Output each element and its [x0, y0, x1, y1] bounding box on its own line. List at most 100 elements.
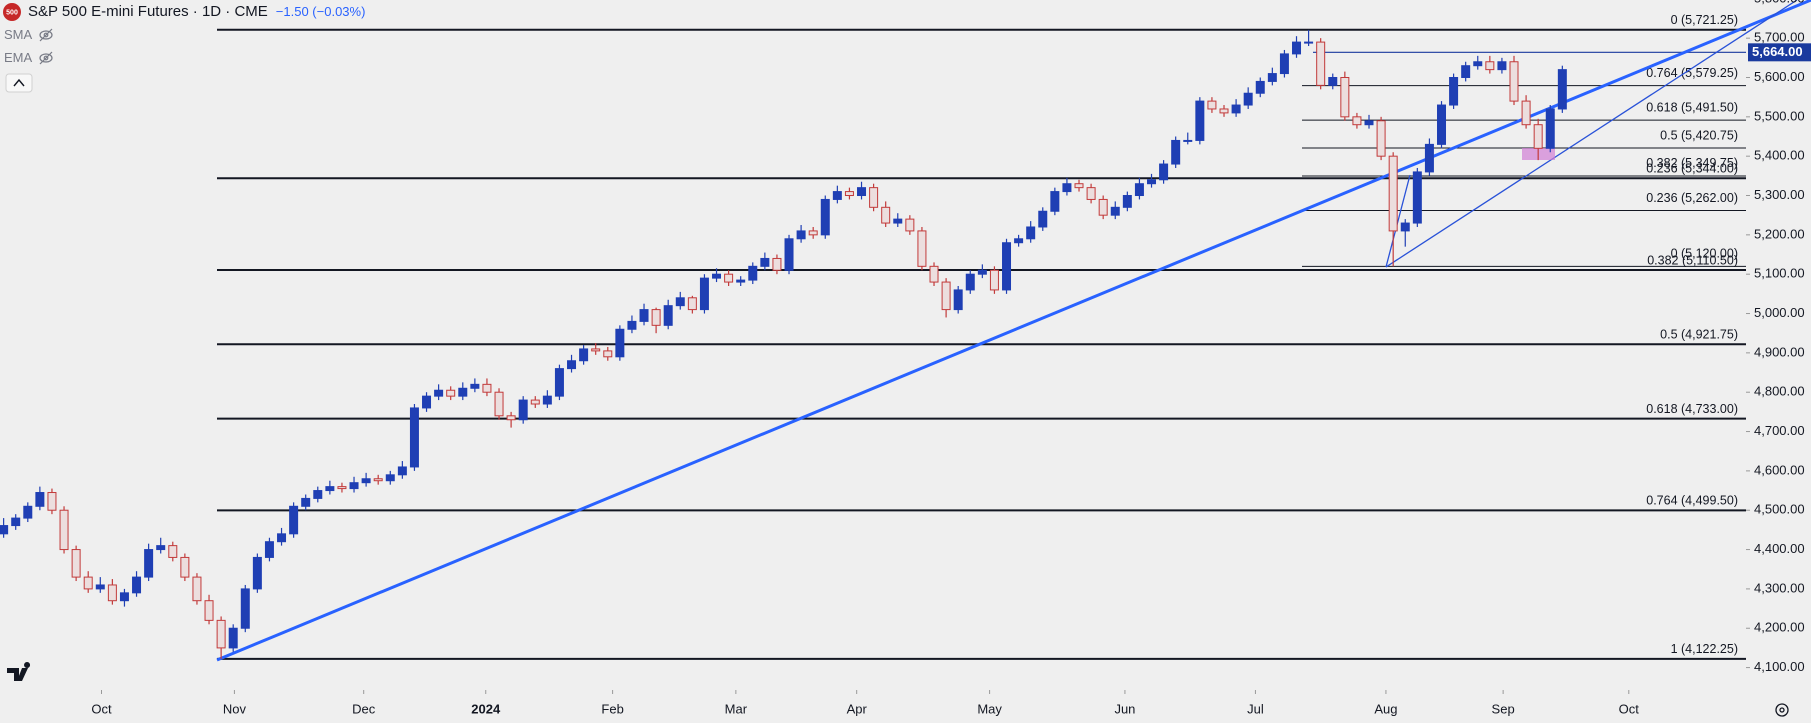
- candle-body: [736, 279, 746, 283]
- candle-body: [905, 218, 915, 232]
- fib-label: 0.236 (5,344.00): [1646, 162, 1738, 176]
- candle-body: [1400, 222, 1410, 232]
- candle-body: [772, 257, 782, 271]
- candle-body: [1038, 210, 1048, 228]
- candle-body: [941, 281, 951, 311]
- title: S&P 500 E-mini Futures · 1D · CME: [28, 3, 268, 20]
- trendline-thin: [1385, 0, 1798, 268]
- indicator: SMA: [4, 27, 33, 42]
- x-tick-label: Aug: [1374, 701, 1397, 716]
- candle-body: [530, 399, 540, 405]
- candle-body: [180, 556, 190, 578]
- candle-body: [1461, 65, 1471, 78]
- y-tick-label: 4,500.00: [1754, 502, 1805, 517]
- fib-label: 0 (5,721.25): [1671, 13, 1738, 27]
- candle-body: [675, 297, 685, 307]
- candle-body: [591, 348, 601, 352]
- candle-body: [23, 505, 33, 519]
- candle-body: [422, 395, 432, 409]
- candle-body: [301, 497, 311, 507]
- x-tick-label: 2024: [471, 701, 501, 716]
- candle-body: [1364, 120, 1374, 126]
- candle-body: [192, 576, 202, 602]
- candle-body: [1134, 183, 1144, 197]
- candle-body: [1171, 139, 1181, 165]
- indicator: EMA: [4, 50, 33, 65]
- candle-body: [1002, 242, 1012, 291]
- fib-label: 1 (4,122.25): [1671, 642, 1738, 656]
- candle-body: [844, 191, 854, 197]
- fib-label: 0.618 (5,491.50): [1646, 100, 1738, 114]
- candle-body: [1147, 179, 1157, 185]
- candle-body: [289, 505, 299, 535]
- candle-body: [603, 350, 613, 358]
- candle-body: [313, 490, 323, 499]
- candle-body: [107, 584, 117, 602]
- candle-body: [857, 187, 867, 197]
- candle-body: [446, 389, 456, 397]
- fib-label: 0.764 (4,499.50): [1646, 494, 1738, 508]
- candle-body: [1437, 104, 1447, 145]
- x-tick-label: Feb: [601, 701, 623, 716]
- candle-body: [240, 588, 250, 629]
- candle-body: [699, 277, 709, 311]
- candle-body: [337, 486, 347, 490]
- fib-connector: [1385, 174, 1411, 268]
- candle-body: [204, 600, 214, 621]
- candle-body: [458, 387, 468, 397]
- y-tick-label: 4,300.00: [1754, 580, 1805, 595]
- candle-body: [1231, 104, 1241, 114]
- candle-body: [156, 545, 166, 551]
- candle-body: [651, 309, 661, 326]
- candle-body: [965, 273, 975, 291]
- candle-body: [518, 399, 528, 421]
- candle-body: [1219, 108, 1229, 114]
- candle-body: [1509, 61, 1519, 102]
- candle-body: [820, 198, 830, 236]
- collapse-button[interactable]: [5, 73, 33, 93]
- candle-body: [1110, 206, 1120, 216]
- candle-body: [784, 238, 794, 271]
- candle-body: [168, 545, 178, 558]
- candle-body: [1388, 155, 1398, 232]
- candle-body: [1074, 183, 1084, 189]
- candle-body: [1026, 226, 1036, 240]
- candle-body: [615, 328, 625, 358]
- candle-body: [1340, 76, 1350, 118]
- candle-body: [409, 407, 419, 468]
- candle-body: [1412, 171, 1422, 224]
- candle-body: [71, 549, 81, 578]
- fib-label: 0.5 (5,420.75): [1660, 128, 1738, 142]
- fib-label: 0.764 (5,579.25): [1646, 66, 1738, 80]
- candle-body: [470, 383, 480, 389]
- candle-body: [1292, 41, 1302, 55]
- candle-body: [361, 478, 371, 484]
- candle-body: [760, 257, 770, 267]
- trendline: [216, 0, 1811, 662]
- candle-body: [977, 269, 987, 275]
- y-tick-label: 4,100.00: [1754, 659, 1805, 674]
- y-tick-label: 4,800.00: [1754, 384, 1805, 399]
- change: −1.50 (−0.03%): [275, 4, 366, 19]
- axes: 4,100.00 4,200.00 4,300.00 4,400.00 4,500.00…: [91, 0, 1811, 716]
- fib-layer: 0 (5,721.25) 0.236 (5,344.00) 0.382 (5,110…: [217, 13, 1746, 660]
- header: S&P 500 E-mini Futures · 1D · CME −1.50 (…: [28, 3, 365, 20]
- y-tick-label: 5,800.00: [1754, 0, 1805, 5]
- candle-body: [893, 218, 903, 224]
- logo: [7, 662, 31, 681]
- candle-body: [663, 305, 673, 326]
- candle-body: [95, 584, 105, 590]
- fib-label: 0.382 (5,110.50): [1647, 253, 1738, 267]
- candle-body: [567, 360, 577, 370]
- candle-body: [349, 482, 359, 490]
- candle-body: [1267, 73, 1277, 82]
- candle-body: [277, 533, 287, 543]
- candle-body: [712, 273, 722, 279]
- settings-icon[interactable]: [1775, 703, 1789, 717]
- candle-body: [1243, 92, 1253, 106]
- y-tick-label: 5,700.00: [1754, 30, 1805, 45]
- symbol-badge: [3, 3, 21, 21]
- candle-body: [579, 348, 589, 362]
- candle-body: [1316, 41, 1326, 86]
